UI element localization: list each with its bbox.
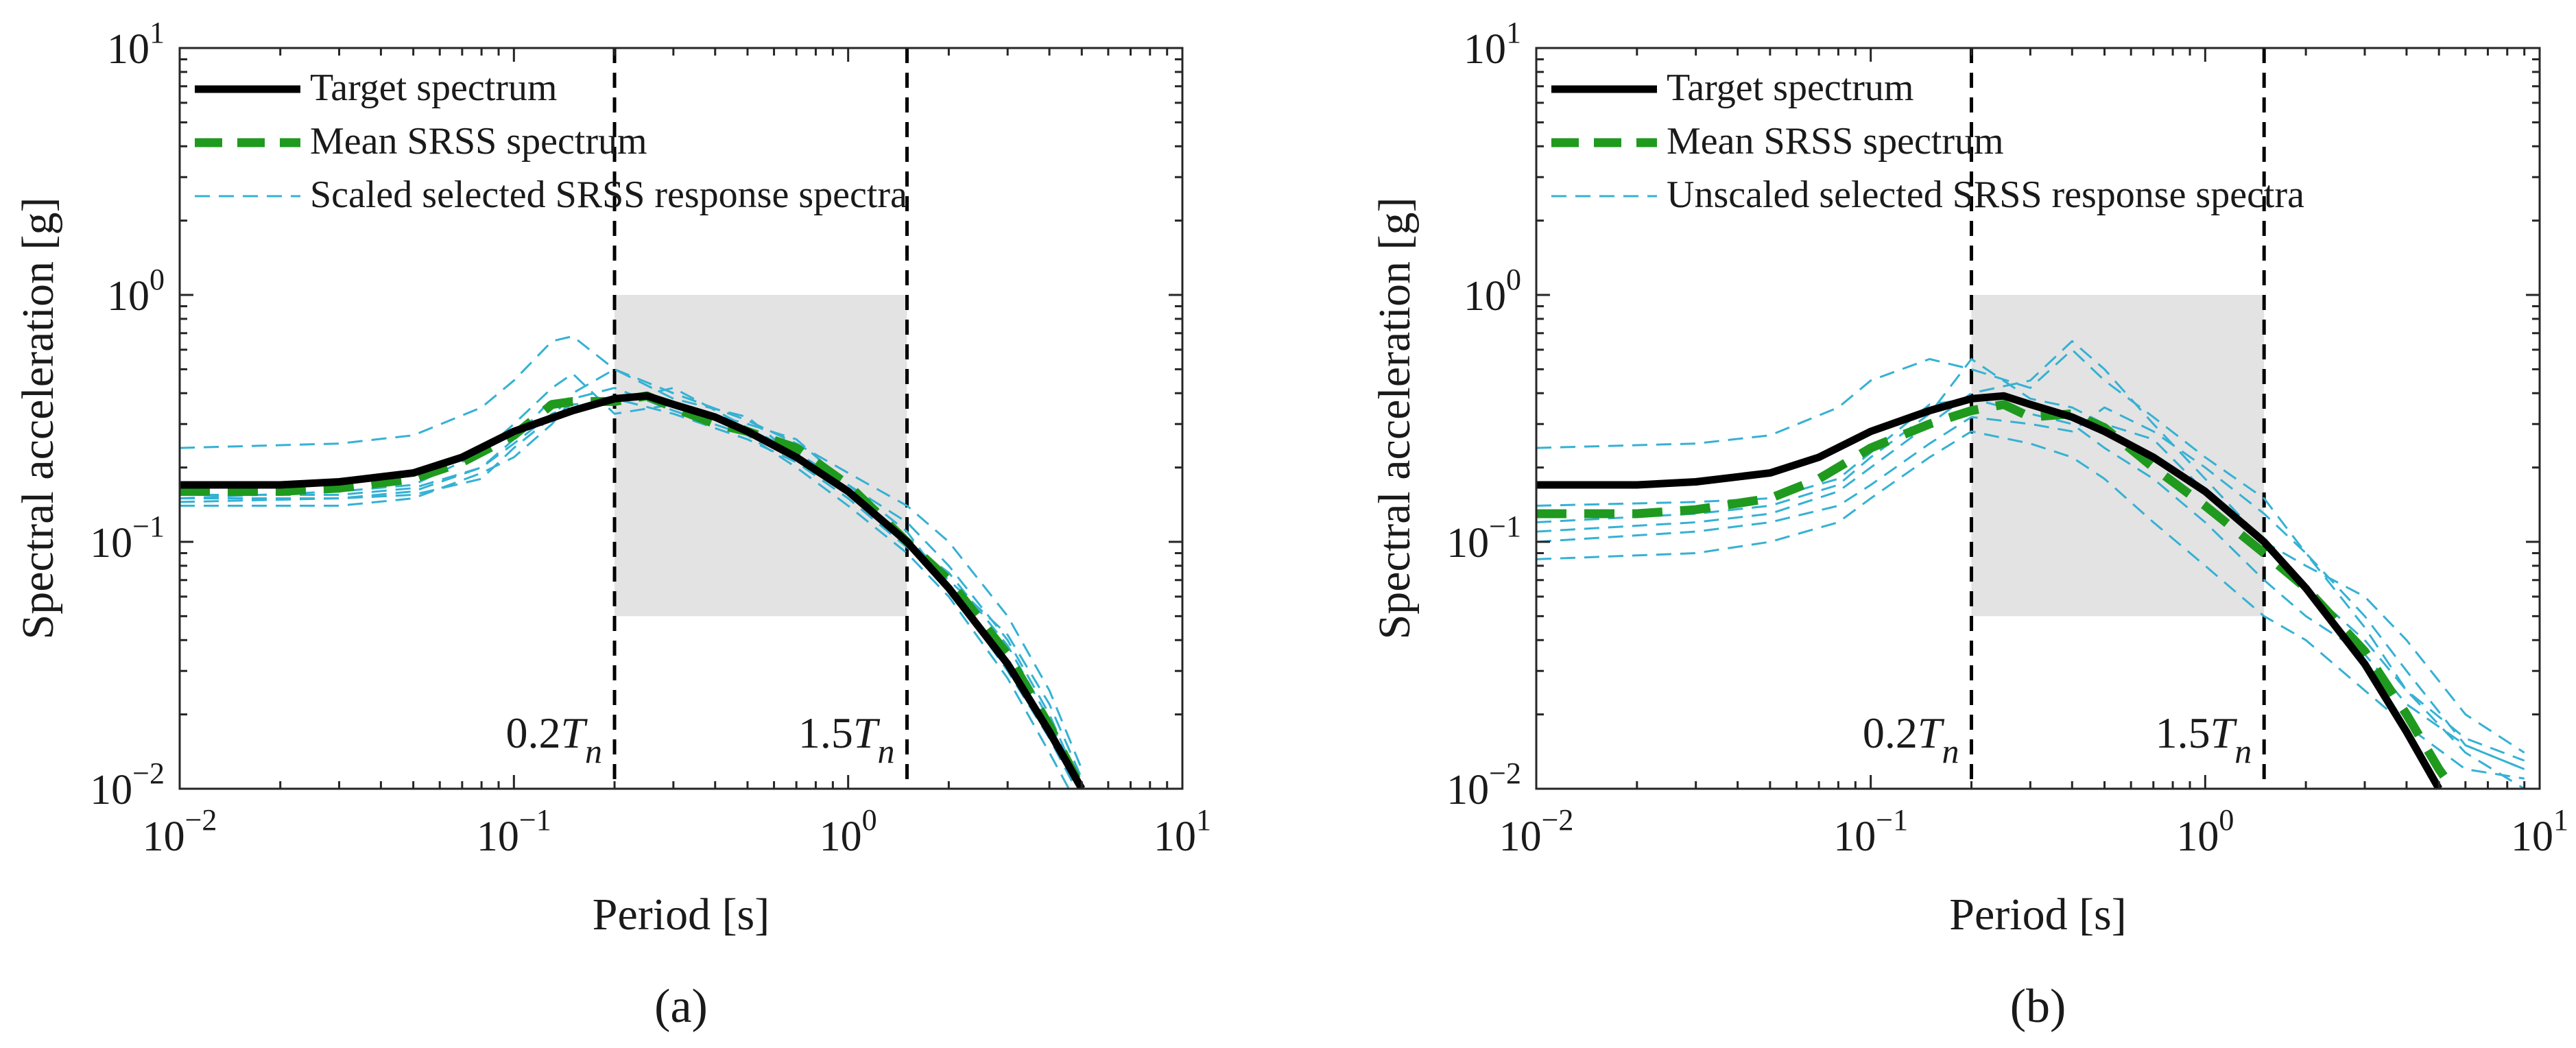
y-tick-label: 10−1 [90, 510, 165, 567]
x-tick-label: 100 [2176, 803, 2234, 860]
legend-label-target: Target spectrum [310, 67, 557, 109]
series-group [180, 335, 1086, 789]
x-tick-label: 10−1 [477, 803, 551, 860]
series-line-mean-1 [1536, 400, 2457, 789]
tick-marks [178, 48, 1182, 790]
series-line-record-3 [180, 387, 1071, 789]
y-tick-label: 101 [107, 16, 165, 73]
series-group [1536, 340, 2525, 789]
series-line-record-2 [1536, 348, 2525, 770]
y-tick-label: 100 [1464, 263, 1521, 320]
legend-label-mean: Mean SRSS spectrum [1667, 120, 2004, 163]
x-axis-label: Period [s] [593, 890, 770, 940]
axes-box [178, 47, 1184, 790]
panel-label: (a) [654, 980, 708, 1033]
x-tick-label: 10−1 [1833, 803, 1908, 860]
legend: Target spectrum Mean SRSS spectrum Scaled … [195, 67, 907, 216]
x-tick-label: 100 [820, 803, 877, 860]
series-line-record-6 [180, 397, 1083, 779]
vline-label-0: 0.2Tn [1863, 708, 1959, 770]
series-line-record-4 [1536, 340, 2525, 762]
y-tick-label: 10−1 [1446, 510, 1521, 567]
series-line-record-5 [1536, 358, 2525, 754]
y-axis-label: Spectral acceleration [g] [1370, 198, 1420, 640]
x-axis-label: Period [s] [1949, 890, 2126, 940]
y-tick-label: 100 [107, 263, 165, 320]
series-line-record-7 [1536, 397, 2525, 770]
vline-label-0: 0.2Tn [505, 708, 602, 770]
y-tick-label: 101 [1464, 16, 1521, 73]
series-line-record-3 [1536, 430, 2525, 780]
vline-label-1: 1.5Tn [2156, 708, 2252, 770]
axes-box [1535, 47, 2541, 790]
legend-label-target: Target spectrum [1667, 67, 1913, 109]
panel-b: 10−2 10−1 100 101 10−2 10−1 100 101 Period [s] Sp… [1370, 16, 2568, 1033]
y-tick-label: 10−2 [1446, 757, 1521, 813]
y-tick-label: 10−2 [90, 757, 165, 813]
y-axis-label: Spectral acceleration [g] [13, 198, 63, 640]
panel-label: (b) [2010, 980, 2066, 1033]
legend: Target spectrum Mean SRSS spectrum Unscale… [1551, 67, 2304, 216]
legend-label-record: Unscaled selected SRSS response spectra [1667, 174, 2304, 216]
series-line-target-0 [1536, 392, 2442, 789]
tick-marks [1535, 48, 2540, 790]
legend-label-mean: Mean SRSS spectrum [310, 120, 647, 163]
series-line-target-0 [180, 392, 1086, 789]
x-tick-label: 10−2 [1499, 803, 1574, 860]
shaded-region [615, 295, 907, 617]
vline-label-1: 1.5Tn [798, 708, 895, 770]
x-tick-label: 10−2 [143, 803, 217, 860]
series-line-record-2 [180, 335, 1083, 770]
panel-a: 10−2 10−1 100 101 10−2 10−1 100 101 Period [s] Sp… [13, 16, 1211, 1033]
legend-label-record: Scaled selected SRSS response spectra [310, 174, 907, 216]
x-tick-label: 101 [1154, 803, 1211, 860]
x-tick-label: 101 [2511, 803, 2568, 860]
